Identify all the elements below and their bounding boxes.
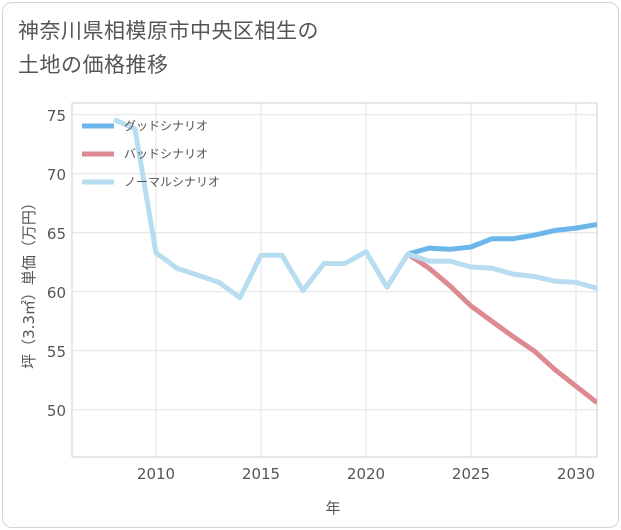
y-tick-label: 55 — [47, 343, 66, 361]
legend-label-2: ノーマルシナリオ — [124, 175, 220, 189]
series-line-0 — [407, 222, 597, 257]
x-tick-label: 2030 — [557, 465, 595, 483]
series-line-1 — [406, 251, 597, 405]
x-tick-label: 2015 — [242, 465, 280, 483]
y-axis-label: 坪（3.3㎡）単価（万円） — [20, 195, 38, 369]
plot-area-border — [71, 102, 598, 458]
grid — [72, 103, 597, 457]
y-tick-label: 65 — [47, 225, 66, 243]
y-tick-label: 50 — [47, 402, 66, 420]
y-tick-label: 75 — [47, 107, 66, 125]
legend-label-0: グッドシナリオ — [124, 119, 208, 133]
title-line-1: 神奈川県相模原市中央区相生の — [18, 19, 319, 43]
tick-labels: 50 55 60 65 70 75 2010 2015 2020 2025 2030 — [47, 107, 595, 483]
title-line-2: 土地の価格推移 — [18, 53, 169, 77]
x-tick-label: 2010 — [137, 465, 175, 483]
series-group — [112, 117, 597, 405]
x-axis-label: 年 — [325, 499, 340, 517]
x-tick-label: 2025 — [452, 465, 490, 483]
legend-label-1: バッドシナリオ — [124, 147, 208, 161]
x-tick-label: 2020 — [347, 465, 385, 483]
y-tick-label: 60 — [47, 284, 66, 302]
series-line-2 — [112, 117, 597, 301]
chart-title: 神奈川県相模原市中央区相生の 土地の価格推移 — [18, 14, 438, 82]
y-tick-label: 70 — [47, 166, 66, 184]
